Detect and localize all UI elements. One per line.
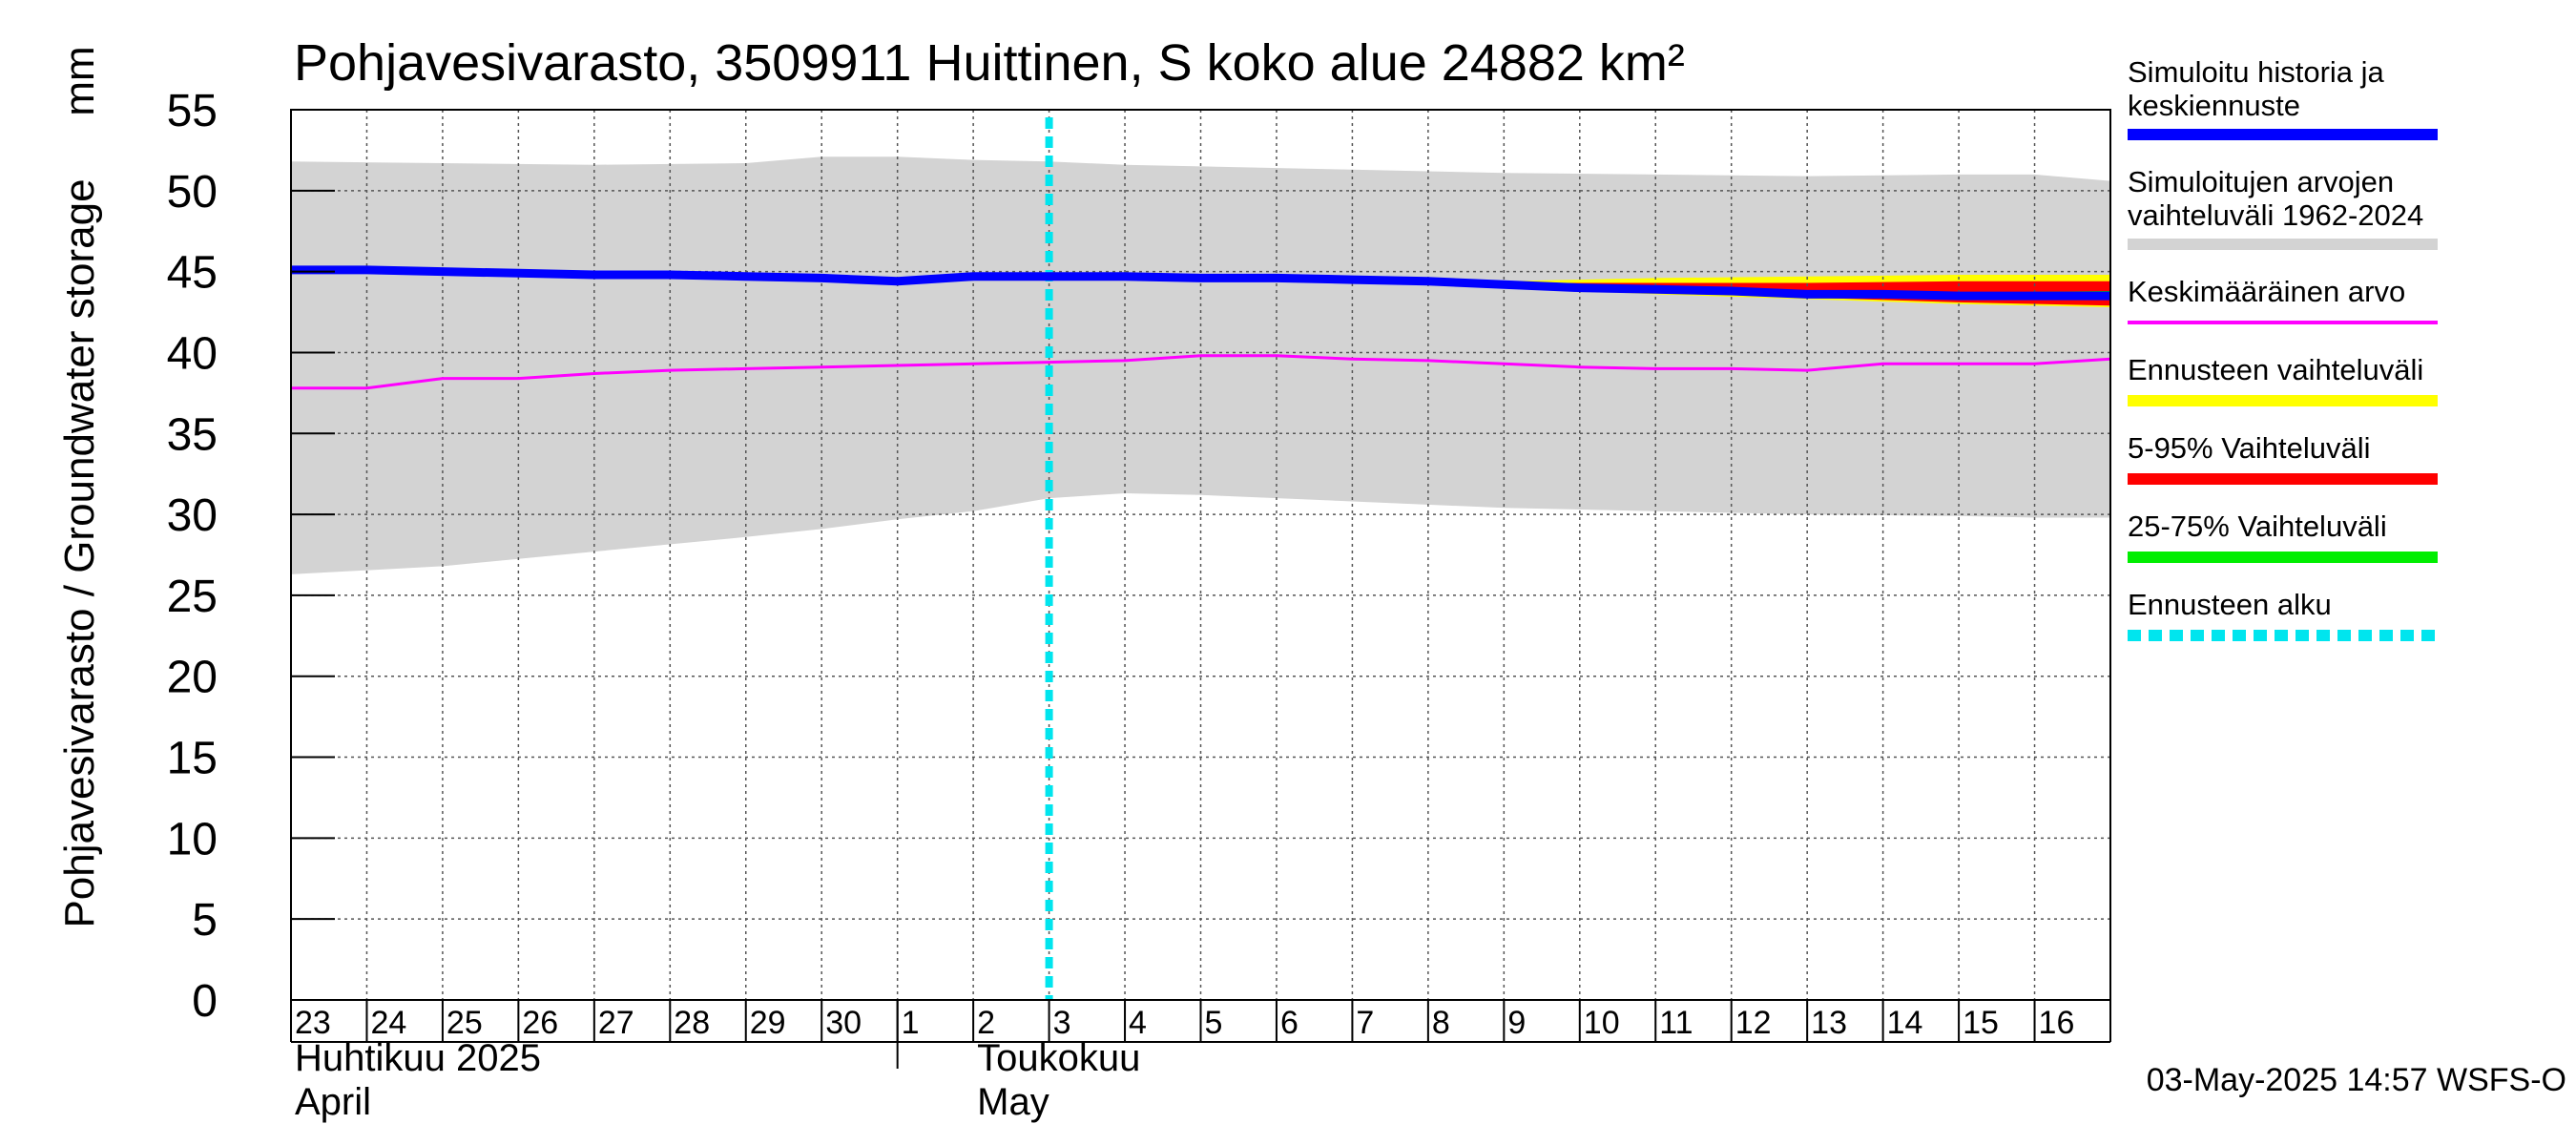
x-tick-label: 26: [522, 1005, 558, 1041]
y-tick-label: 35: [167, 409, 218, 460]
x-tick-label: 30: [825, 1005, 862, 1041]
legend-label-line2: vaihteluväli 1962-2024: [2128, 198, 2423, 232]
x-tick-label: 5: [1205, 1005, 1223, 1041]
x-tick-label: 25: [447, 1005, 483, 1041]
line-layer: [291, 117, 2111, 1000]
timestamp-footer: 03-May-2025 14:57 WSFS-O: [2147, 1062, 2566, 1098]
legend-label: Simuloitujen arvojen: [2128, 165, 2394, 198]
month-label-en: May: [977, 1081, 1049, 1123]
y-tick-label: 55: [167, 86, 218, 136]
legend-label: 5-95% Vaihteluväli: [2128, 431, 2370, 465]
y-tick-label: 50: [167, 167, 218, 218]
series-line-4: [291, 354, 2111, 390]
x-tick-label: 2: [977, 1005, 995, 1041]
y-tick-label: 0: [192, 976, 218, 1027]
month-label-en: April: [295, 1081, 371, 1123]
x-tick-label: 27: [598, 1005, 634, 1041]
y-tick-label: 25: [167, 572, 218, 622]
x-tick-label: 9: [1507, 1005, 1526, 1041]
legend-label: Ennusteen alku: [2128, 588, 2332, 621]
legend-label: Ennusteen vaihteluväli: [2128, 353, 2423, 386]
y-tick-label: 20: [167, 653, 218, 703]
legend-label: Keskimääräinen arvo: [2128, 275, 2405, 308]
series-line-5: [291, 265, 2110, 301]
month-label: Toukokuu: [977, 1037, 1140, 1079]
x-tick-label: 24: [370, 1005, 406, 1041]
legend-label-line2: keskiennuste: [2128, 89, 2300, 122]
x-tick-label: 15: [1963, 1005, 1999, 1041]
x-tick-label: 4: [1129, 1005, 1147, 1041]
x-tick-label: 10: [1584, 1005, 1620, 1041]
x-tick-label: 28: [674, 1005, 710, 1041]
y-axis-unit: mm: [56, 46, 103, 115]
y-axis-label: Pohjavesivarasto / Groundwater storage: [56, 178, 103, 927]
y-tick-label: 45: [167, 248, 218, 299]
y-tick-label: 15: [167, 734, 218, 784]
x-tick-label: 29: [750, 1005, 786, 1041]
x-tick-label: 1: [902, 1005, 920, 1041]
x-tick-label: 6: [1280, 1005, 1298, 1041]
y-tick-label: 10: [167, 814, 218, 864]
chart-title: Pohjavesivarasto, 3509911 Huittinen, S k…: [294, 34, 1685, 92]
y-tick-label: 5: [192, 895, 218, 946]
month-label: Huhtikuu 2025: [295, 1037, 541, 1079]
x-tick-label: 14: [1887, 1005, 1923, 1041]
x-tick-label: 23: [295, 1005, 331, 1041]
x-tick-label: 13: [1811, 1005, 1847, 1041]
x-tick-label: 3: [1053, 1005, 1071, 1041]
legend-label: 25-75% Vaihteluväli: [2128, 510, 2387, 543]
y-tick-label: 40: [167, 328, 218, 379]
x-tick-label: 8: [1432, 1005, 1450, 1041]
legend-label: Simuloitu historia ja: [2128, 55, 2385, 89]
x-tick-label: 16: [2039, 1005, 2075, 1041]
x-tick-label: 7: [1356, 1005, 1374, 1041]
x-tick-label: 12: [1735, 1005, 1772, 1041]
x-tick-label: 11: [1659, 1005, 1693, 1041]
y-tick-label: 30: [167, 490, 218, 541]
